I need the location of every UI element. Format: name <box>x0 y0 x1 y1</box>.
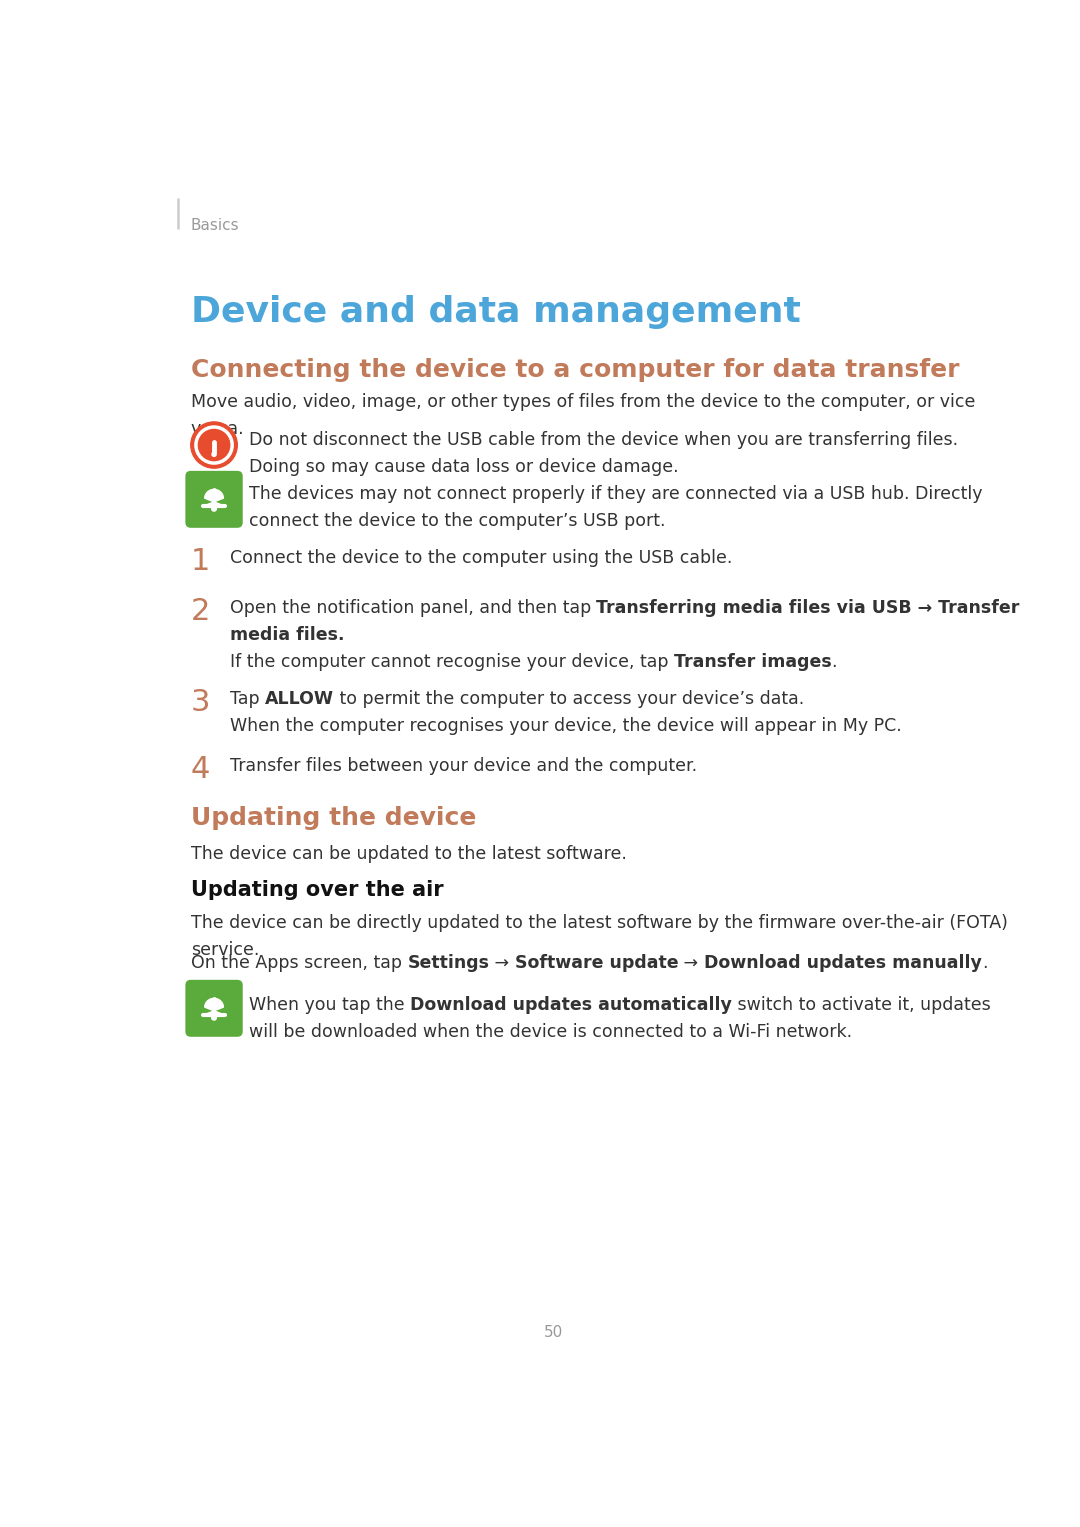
Text: Software update: Software update <box>515 954 678 973</box>
Text: Settings: Settings <box>407 954 489 973</box>
Text: 3: 3 <box>191 687 211 716</box>
Text: Tap: Tap <box>230 690 265 709</box>
Text: 2: 2 <box>191 597 211 626</box>
Text: The device can be updated to the latest software.: The device can be updated to the latest … <box>191 844 626 863</box>
FancyBboxPatch shape <box>186 470 243 528</box>
Text: →: → <box>678 954 704 973</box>
Text: Transfer images: Transfer images <box>674 654 832 670</box>
Text: .: . <box>832 654 837 670</box>
Text: The devices may not connect properly if they are connected via a USB hub. Direct: The devices may not connect properly if … <box>248 486 983 530</box>
Text: If the computer cannot recognise your device, tap: If the computer cannot recognise your de… <box>230 654 674 670</box>
Circle shape <box>212 507 216 512</box>
FancyBboxPatch shape <box>186 980 243 1037</box>
Text: Move audio, video, image, or other types of files from the device to the compute: Move audio, video, image, or other types… <box>191 392 975 438</box>
Polygon shape <box>205 999 224 1014</box>
Text: Updating over the air: Updating over the air <box>191 880 444 899</box>
Text: Device and data management: Device and data management <box>191 295 800 328</box>
Text: Connecting the device to a computer for data transfer: Connecting the device to a computer for … <box>191 357 959 382</box>
Text: The device can be directly updated to the latest software by the firmware over-t: The device can be directly updated to th… <box>191 915 1008 959</box>
Text: Updating the device: Updating the device <box>191 806 476 831</box>
Text: .: . <box>982 954 987 973</box>
Text: Connect the device to the computer using the USB cable.: Connect the device to the computer using… <box>230 550 732 567</box>
Polygon shape <box>205 489 224 505</box>
Text: Basics: Basics <box>191 218 240 234</box>
Text: Do not disconnect the USB cable from the device when you are transferring files.: Do not disconnect the USB cable from the… <box>248 431 958 476</box>
Text: Transfer files between your device and the computer.: Transfer files between your device and t… <box>230 757 697 774</box>
Text: Transferring media files via USB → Transfer: Transferring media files via USB → Trans… <box>596 599 1020 617</box>
Circle shape <box>212 452 216 457</box>
Text: ALLOW: ALLOW <box>265 690 334 709</box>
Text: 1: 1 <box>191 547 211 576</box>
Circle shape <box>212 1015 216 1020</box>
Text: Download updates manually: Download updates manually <box>704 954 982 973</box>
Text: When you tap the: When you tap the <box>248 996 410 1014</box>
Text: Open the notification panel, and then tap: Open the notification panel, and then ta… <box>230 599 596 617</box>
Circle shape <box>191 421 238 469</box>
Text: →: → <box>489 954 515 973</box>
Text: to permit the computer to access your device’s data.: to permit the computer to access your de… <box>334 690 804 709</box>
Text: switch to activate it, updates: switch to activate it, updates <box>732 996 990 1014</box>
Text: 4: 4 <box>191 754 211 783</box>
Text: On the Apps screen, tap: On the Apps screen, tap <box>191 954 407 973</box>
Text: 50: 50 <box>544 1324 563 1339</box>
Text: media files.: media files. <box>230 626 345 644</box>
Text: Download updates automatically: Download updates automatically <box>410 996 732 1014</box>
Text: When the computer recognises your device, the device will appear in My PC.: When the computer recognises your device… <box>230 716 902 734</box>
Text: will be downloaded when the device is connected to a Wi-Fi network.: will be downloaded when the device is co… <box>248 1023 852 1040</box>
